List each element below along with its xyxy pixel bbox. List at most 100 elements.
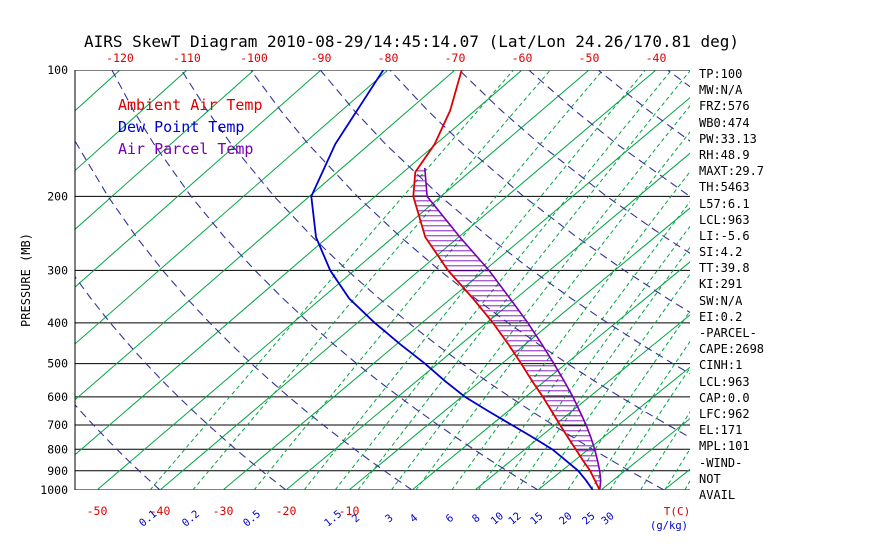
stat-line: MAXT:29.7 — [699, 164, 765, 179]
pressure-tick-label: 600 — [47, 390, 68, 404]
isotherm-line — [474, 314, 690, 490]
stat-line: RH:48.9 — [699, 147, 750, 162]
stat-line: CINH:1 — [699, 358, 743, 373]
mixing-ratio-line — [609, 367, 690, 490]
mixing-ratio-label: 3 — [383, 512, 396, 525]
mixing-ratio-line — [538, 273, 690, 490]
stat-line: -WIND- — [699, 455, 743, 470]
x-axis-temp-unit-label: T(C) — [664, 505, 691, 518]
mixing-ratio-label: 25 — [580, 510, 597, 527]
pressure-tick-label: 800 — [47, 442, 68, 456]
dry-adiabat-line — [180, 70, 665, 490]
mixing-ratio-line — [516, 246, 690, 490]
top-temp-label: -90 — [311, 51, 332, 65]
stat-line: TH:5463 — [699, 180, 750, 195]
mixing-ratio-line — [149, 70, 514, 490]
isotherm-line — [75, 70, 188, 172]
mixing-ratio-label: 30 — [599, 510, 616, 527]
pressure-tick-label: 100 — [47, 63, 68, 77]
stat-line: FRZ:576 — [699, 99, 750, 114]
dry-adiabat-line — [319, 70, 690, 375]
mixing-ratio-line — [253, 70, 604, 490]
pressure-tick-label: 1000 — [40, 483, 68, 497]
top-temp-label: -50 — [579, 51, 600, 65]
dry-adiabat-line — [75, 403, 161, 490]
mixing-ratio-line — [590, 340, 690, 490]
mixing-ratio-line — [664, 448, 690, 490]
stat-line: CAP:0.0 — [699, 390, 750, 405]
bottom-temp-label: -40 — [150, 504, 171, 518]
bottom-temp-label: -20 — [276, 504, 297, 518]
stat-line: LFC:962 — [699, 406, 750, 421]
pressure-tick-label: 900 — [47, 464, 68, 478]
isotherm-line — [159, 70, 657, 490]
stat-line: TT:39.8 — [699, 261, 750, 276]
stat-line: EI:0.2 — [699, 309, 743, 324]
stats-panel: TP:100 MW:N/A FRZ:576 WB0:474 PW:33.13 RH:48.… — [699, 66, 764, 503]
top-temp-label: -100 — [240, 51, 268, 65]
dry-adiabat-line — [458, 70, 690, 254]
mixing-ratio-label: 4 — [408, 512, 421, 525]
dry-adiabat-line — [389, 70, 690, 314]
dry-adiabat-line — [111, 70, 539, 490]
mixing-ratio-line — [451, 170, 690, 490]
dewpoint-curve — [310, 70, 594, 490]
chart-legend: Ambient Air Temp Dew Point Temp Air Parcel… — [118, 96, 263, 158]
top-temp-label: -110 — [173, 51, 201, 65]
stat-line: -PARCEL- — [699, 326, 757, 340]
pressure-tick-label: 200 — [47, 189, 68, 203]
mixing-ratio-label: 8 — [470, 512, 483, 525]
stat-line: SW:N/A — [699, 293, 743, 308]
stat-line: SI:4.2 — [699, 245, 743, 260]
stat-line: WB0:474 — [699, 115, 750, 130]
pressure-tick-label: 400 — [47, 316, 68, 330]
bottom-temp-label: -10 — [339, 504, 360, 518]
isotherm-line — [75, 70, 456, 401]
isotherm-line — [348, 207, 690, 490]
legend-label-parcel: Air Parcel Temp — [118, 140, 253, 158]
mixing-ratio-label: 20 — [557, 510, 574, 527]
stat-line: AVAIL — [699, 487, 736, 502]
dry-adiabat-line — [250, 70, 690, 439]
x-axis-mixing-unit-label: (g/kg) — [650, 520, 688, 532]
top-temp-label: -70 — [445, 51, 466, 65]
isotherm-line — [75, 70, 322, 288]
mixing-ratio-line — [477, 200, 690, 490]
pressure-tick-label: 500 — [47, 357, 68, 371]
y-axis-title: PRESSURE (MB) — [19, 233, 33, 327]
legend-label-dewpoint: Dew Point Temp — [118, 118, 244, 136]
isotherm-line — [96, 70, 590, 490]
ambient-temp-curve — [412, 70, 601, 490]
bottom-temp-label: -30 — [213, 504, 234, 518]
dry-adiabat-line — [75, 275, 287, 490]
dry-adiabat-line — [667, 70, 690, 88]
legend-label-temp: Ambient Air Temp — [118, 96, 263, 114]
chart-axes: 100 200 300 400 500 600 700 800 900 1000 -120 -110 -… — [40, 51, 666, 529]
dry-adiabat-line — [75, 139, 413, 490]
mixing-ratio-line — [334, 70, 672, 490]
stat-line: MW:N/A — [699, 83, 743, 98]
mixing-ratio-line — [415, 131, 690, 490]
isotherm-line — [663, 468, 690, 490]
mixing-ratio-line — [390, 105, 690, 490]
mixing-ratio-label: 2 — [350, 512, 363, 525]
mixing-ratio-line — [498, 225, 690, 490]
pressure-tick-label: 700 — [47, 418, 68, 432]
top-temp-label: -40 — [646, 51, 667, 65]
parcel-temp-curve — [424, 167, 602, 490]
stat-line: NOT — [699, 471, 721, 486]
mixing-ratio-label: 6 — [444, 512, 457, 525]
mixing-ratio-label: 12 — [506, 510, 523, 527]
bottom-temp-label: -50 — [87, 504, 108, 518]
stat-line: EL:171 — [699, 423, 743, 438]
isotherm-line — [600, 418, 690, 490]
mixing-ratio-line — [357, 70, 690, 490]
stat-line: LCL:963 — [699, 374, 750, 389]
stat-line: KI:291 — [699, 277, 743, 292]
mixing-ratio-line — [303, 70, 646, 490]
stat-line: LCL:963 — [699, 212, 750, 227]
sounding-curves — [310, 70, 602, 490]
pressure-tick-label: 300 — [47, 263, 68, 277]
